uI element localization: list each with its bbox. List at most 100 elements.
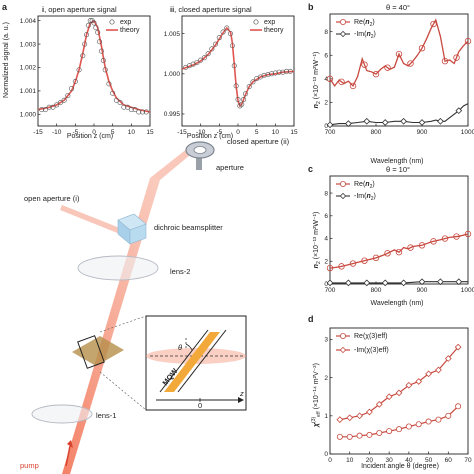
open-aperture-label: open aperture (i) — [24, 194, 80, 203]
beamsplitter-label: dichroic beamsplitter — [154, 223, 223, 232]
im-n2-marker — [418, 278, 426, 286]
x-tick-label: 800 — [371, 129, 382, 136]
beamsplitter-icon — [117, 213, 147, 245]
re-n2-marker — [384, 250, 391, 257]
im-chi-marker — [346, 433, 353, 440]
y-tick-label: 2 — [324, 258, 328, 265]
panel-d-xlabel: Incident angle θ (degree) — [361, 463, 439, 470]
exp-point — [97, 39, 103, 45]
lens-1-label: lens-1 — [96, 411, 116, 420]
exp-point — [229, 43, 235, 49]
x-tick-label: 700 — [325, 129, 336, 136]
panel-c-xlabel: Wavelength (nm) — [370, 300, 423, 307]
plot-frame — [329, 327, 469, 455]
panel-d-ylabel: χ(3)eff (×10⁻¹⁴ m²V⁻²) — [311, 363, 322, 428]
x-tick-label: 1000 — [461, 287, 474, 294]
x-tick-label: 5 — [255, 129, 259, 136]
exp-point — [276, 69, 282, 75]
plot-d: 0 10 20 30 40 50 60 70 0 1 2 3 Re(χ(3)eff) -Im(χ(3)ef… — [324, 327, 472, 464]
x-tick-label: -10 — [196, 129, 206, 136]
re-chi-marker — [356, 412, 363, 420]
y-tick-label: 0 — [324, 281, 328, 288]
y-tick-label: 0 — [324, 451, 328, 458]
im-n2-marker — [381, 119, 389, 126]
im-chi-marker — [386, 428, 393, 435]
legend-re-marker — [339, 18, 346, 25]
exp-point — [242, 91, 248, 97]
exp-point — [201, 55, 207, 61]
im-n2-marker — [345, 120, 352, 128]
re-n2-marker — [372, 254, 380, 262]
re-n2-marker — [418, 242, 426, 249]
panel-b-title: θ = 40° — [386, 3, 410, 12]
re-chi-marker — [425, 370, 432, 378]
re-n2-marker — [430, 20, 437, 28]
laser-beam — [62, 178, 160, 474]
plot-b: 700 800 900 1000 0 2 4 6 8 Re(n2) -Im(n2) — [324, 13, 474, 136]
im-chi-marker — [395, 426, 402, 433]
im-chi-marker — [415, 421, 422, 428]
exp-point — [50, 104, 56, 110]
panel-label-c: c — [308, 164, 313, 174]
y-tick-label: 0.995 — [164, 111, 181, 118]
exp-point — [241, 97, 247, 103]
re-n2-marker — [349, 260, 357, 267]
x-tick-label: -15 — [177, 129, 187, 136]
exp-point — [216, 35, 222, 41]
x-tick-label: -5 — [216, 129, 222, 136]
legend-im-label: -Im(n2) — [354, 31, 376, 40]
re-n2-line — [329, 233, 469, 269]
legend-im-marker — [339, 30, 347, 38]
x-tick-label: 70 — [464, 457, 472, 464]
re-n2-marker — [326, 264, 334, 272]
y-tick-label: 6 — [324, 52, 328, 59]
re-n2-marker — [441, 57, 449, 65]
x-tick-label: 800 — [371, 287, 382, 294]
exp-point — [136, 109, 142, 115]
re-chi-marker — [395, 389, 403, 397]
x-tick-label: 10 — [128, 129, 136, 136]
aperture-icon — [185, 141, 215, 170]
y-tick-label: 2 — [324, 100, 328, 107]
plot-ai: -15 -10 -5 0 5 10 15 1.000 1.001 1.002 1.003 1.004 e… — [20, 15, 154, 136]
x-tick-label: 20 — [366, 457, 374, 464]
x-tick-label: 15 — [290, 129, 298, 136]
exp-point — [69, 86, 75, 92]
im-n2-marker — [437, 117, 444, 125]
im-n2-marker — [326, 279, 334, 287]
panel-c-ylabel: n2 (×10⁻¹³ m²W⁻¹) — [313, 212, 322, 269]
re-n2-marker — [395, 248, 403, 256]
exp-point — [39, 107, 45, 113]
legend-exp-label: exp — [264, 19, 275, 26]
x-tick-label: 0 — [328, 457, 332, 464]
im-n2-marker — [363, 117, 371, 125]
x-tick-label: 700 — [325, 287, 336, 294]
aperture-label: aperture — [216, 163, 244, 172]
exp-point — [239, 101, 245, 107]
x-tick-label: 900 — [417, 287, 428, 294]
exp-point — [198, 57, 204, 63]
re-chi-marker — [415, 378, 423, 385]
inset-zero-label: 0 — [198, 401, 202, 410]
legend-im-marker — [339, 192, 347, 200]
re-n2-marker — [464, 37, 472, 45]
laser-beam-upper — [150, 148, 196, 180]
exp-point — [194, 60, 200, 66]
exp-point — [143, 109, 149, 115]
panel-ai-xlabel-text: Position z (cm) — [67, 133, 113, 140]
panel-ai-title: i, open aperture signal — [42, 5, 117, 14]
theory-curve — [181, 26, 295, 108]
exp-point — [140, 109, 146, 115]
pump-label: pump — [20, 461, 39, 470]
legend-im-chi-marker — [339, 346, 347, 354]
exp-point — [91, 20, 97, 26]
y-tick-label: 4 — [324, 236, 328, 243]
exp-point — [272, 70, 278, 76]
re-n2-marker — [384, 64, 391, 71]
legend-re-marker — [339, 180, 346, 187]
re-n2-marker — [395, 50, 403, 58]
re-n2-marker — [326, 75, 334, 83]
exp-point — [233, 83, 239, 89]
exp-point — [265, 72, 271, 78]
